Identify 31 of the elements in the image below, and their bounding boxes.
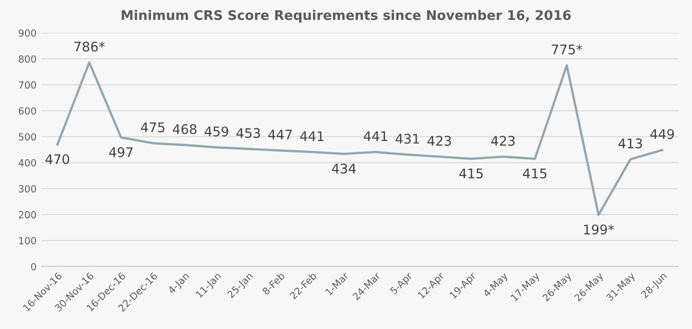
data-label: 453 xyxy=(236,128,260,138)
data-label: 415 xyxy=(459,168,483,178)
y-tick-label: 700 xyxy=(18,81,36,89)
y-tick-label: 100 xyxy=(19,237,36,244)
y-tick-label: 800 xyxy=(18,55,36,63)
data-label: 447 xyxy=(268,130,292,140)
data-label: 475 xyxy=(140,122,164,132)
y-tick-label: 0 xyxy=(31,262,36,270)
data-label: 423 xyxy=(427,136,451,146)
data-label: 431 xyxy=(396,134,419,144)
data-label: 449 xyxy=(650,129,674,140)
data-label: 786* xyxy=(74,42,105,52)
y-tick-label: 200 xyxy=(18,211,36,218)
y-tick-label: 400 xyxy=(18,159,36,167)
data-label: 775* xyxy=(552,44,582,54)
data-label: 441 xyxy=(364,131,388,141)
data-label: 415 xyxy=(522,168,546,178)
data-label: 459 xyxy=(204,126,228,136)
data-label: 497 xyxy=(109,147,133,158)
data-label: 413 xyxy=(618,138,642,148)
y-tick-label: 500 xyxy=(18,133,36,141)
y-tick-label: 300 xyxy=(18,185,36,192)
data-label: 423 xyxy=(491,136,515,146)
data-label: 468 xyxy=(172,124,196,134)
data-label: 441 xyxy=(300,131,324,141)
data-label: 434 xyxy=(332,164,356,174)
chart-title: Minimum CRS Score Requirements since November 16, 2016 xyxy=(122,10,571,23)
data-label: 199* xyxy=(584,224,614,235)
y-tick-label: 600 xyxy=(18,107,36,115)
y-tick-label: 900 xyxy=(18,29,36,37)
data-label: 470 xyxy=(45,154,70,164)
